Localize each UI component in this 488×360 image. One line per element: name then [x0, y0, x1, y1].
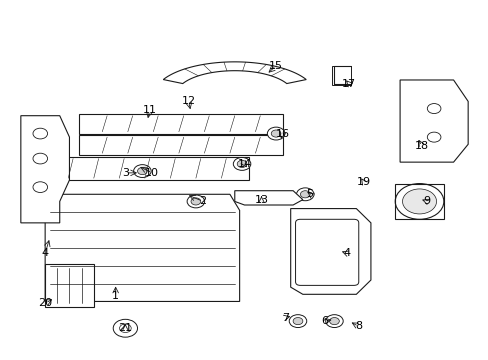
Circle shape	[329, 318, 339, 325]
Bar	[79, 114, 283, 134]
Circle shape	[113, 319, 137, 337]
Circle shape	[119, 324, 131, 333]
Circle shape	[237, 160, 246, 167]
Text: 8: 8	[354, 321, 362, 332]
Text: 7: 7	[282, 312, 289, 323]
Circle shape	[292, 318, 302, 325]
Bar	[331, 66, 351, 85]
Polygon shape	[399, 80, 467, 162]
Circle shape	[191, 198, 201, 205]
Circle shape	[33, 153, 47, 164]
Circle shape	[402, 189, 436, 214]
Text: 12: 12	[181, 96, 195, 107]
Circle shape	[137, 167, 147, 175]
Text: 15: 15	[268, 61, 283, 71]
Text: 19: 19	[356, 177, 370, 187]
Polygon shape	[21, 116, 69, 223]
Text: 16: 16	[275, 129, 289, 139]
Text: 10: 10	[145, 168, 159, 178]
Circle shape	[288, 315, 306, 328]
Text: 21: 21	[118, 323, 132, 333]
Text: 3: 3	[122, 168, 129, 178]
Text: 17: 17	[341, 78, 355, 89]
Circle shape	[300, 191, 309, 198]
Text: 4: 4	[41, 248, 49, 258]
Circle shape	[33, 182, 47, 193]
Circle shape	[33, 128, 47, 139]
Text: 9: 9	[423, 197, 429, 206]
Circle shape	[325, 315, 343, 328]
Circle shape	[427, 132, 440, 142]
Circle shape	[427, 104, 440, 113]
Text: 1: 1	[112, 291, 119, 301]
Circle shape	[267, 127, 285, 140]
Text: 11: 11	[142, 105, 156, 115]
Text: 5: 5	[306, 189, 313, 199]
Polygon shape	[234, 191, 302, 205]
Polygon shape	[290, 208, 370, 294]
Circle shape	[296, 188, 313, 201]
Polygon shape	[163, 62, 305, 84]
Text: 13: 13	[254, 195, 268, 204]
Circle shape	[187, 195, 204, 208]
FancyBboxPatch shape	[295, 219, 358, 285]
Text: 14: 14	[237, 159, 251, 169]
Text: 4: 4	[343, 248, 349, 258]
Text: 18: 18	[414, 141, 428, 151]
Circle shape	[233, 157, 250, 170]
Bar	[45, 157, 249, 180]
Circle shape	[394, 184, 443, 219]
Circle shape	[271, 130, 281, 137]
Bar	[45, 264, 94, 307]
Circle shape	[133, 165, 151, 177]
Bar	[79, 135, 283, 155]
Text: 2: 2	[199, 197, 206, 206]
Text: 6: 6	[321, 316, 327, 326]
Text: 20: 20	[38, 298, 52, 308]
Polygon shape	[45, 194, 239, 301]
